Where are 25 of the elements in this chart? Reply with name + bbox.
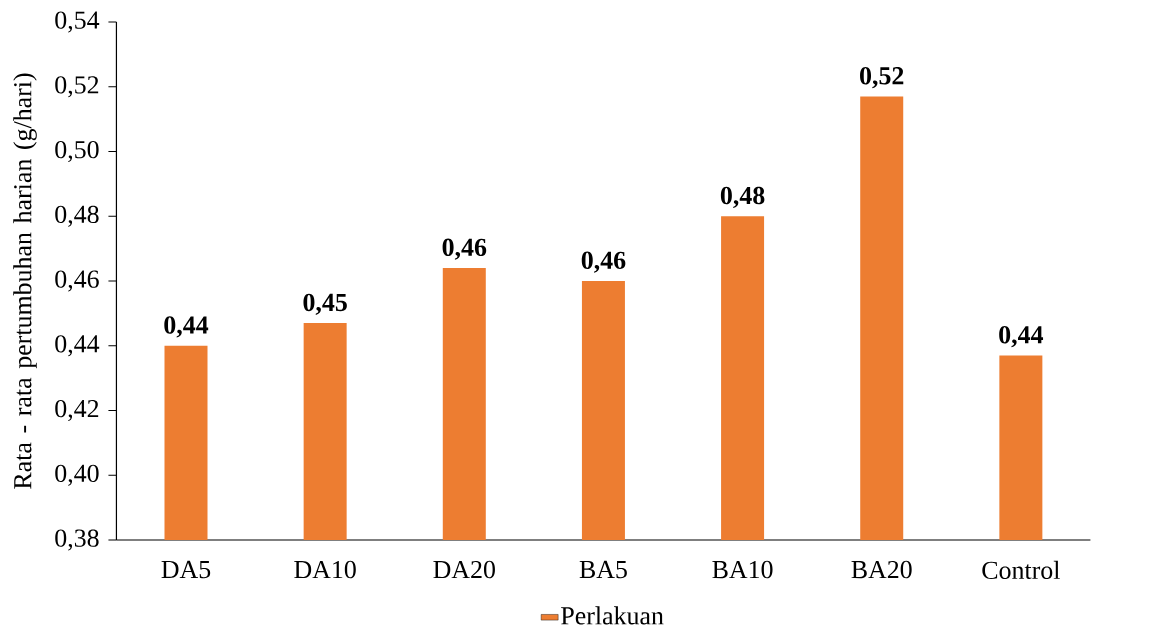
y-tick-label: 0,38 xyxy=(55,529,99,551)
legend-label: Perlakuan xyxy=(561,606,664,625)
y-tick-label: 0,46 xyxy=(55,270,99,292)
y-tick-label: 0,52 xyxy=(55,76,99,98)
data-label: 0,44 xyxy=(164,316,209,338)
y-tick-label: 0,50 xyxy=(55,140,99,163)
data-label: 0,52 xyxy=(860,67,904,89)
data-label: 0,45 xyxy=(303,293,347,315)
y-axis-title: Rata - rata pertumbuhan harian (g/hari) xyxy=(13,73,37,489)
x-tick-label: DA20 xyxy=(433,560,495,579)
data-label: 0,46 xyxy=(581,251,626,273)
y-tick-label: 0,42 xyxy=(55,399,99,422)
x-tick-label: Control xyxy=(982,560,1060,580)
x-tick-label: DA5 xyxy=(161,560,211,579)
data-label: 0,46 xyxy=(442,238,487,260)
y-tick-label: 0,40 xyxy=(55,464,99,486)
x-tick-label: BA5 xyxy=(579,560,627,579)
data-label: 0,44 xyxy=(999,326,1044,348)
y-tick-label: 0,48 xyxy=(55,205,99,227)
x-tick-label: BA20 xyxy=(851,560,912,579)
y-tick-label: 0,44 xyxy=(55,335,100,357)
data-label: 0,48 xyxy=(720,186,765,209)
x-tick-label: BA10 xyxy=(712,560,773,579)
x-tick-label: DA10 xyxy=(294,560,356,579)
y-tick-label: 0,54 xyxy=(55,11,100,33)
